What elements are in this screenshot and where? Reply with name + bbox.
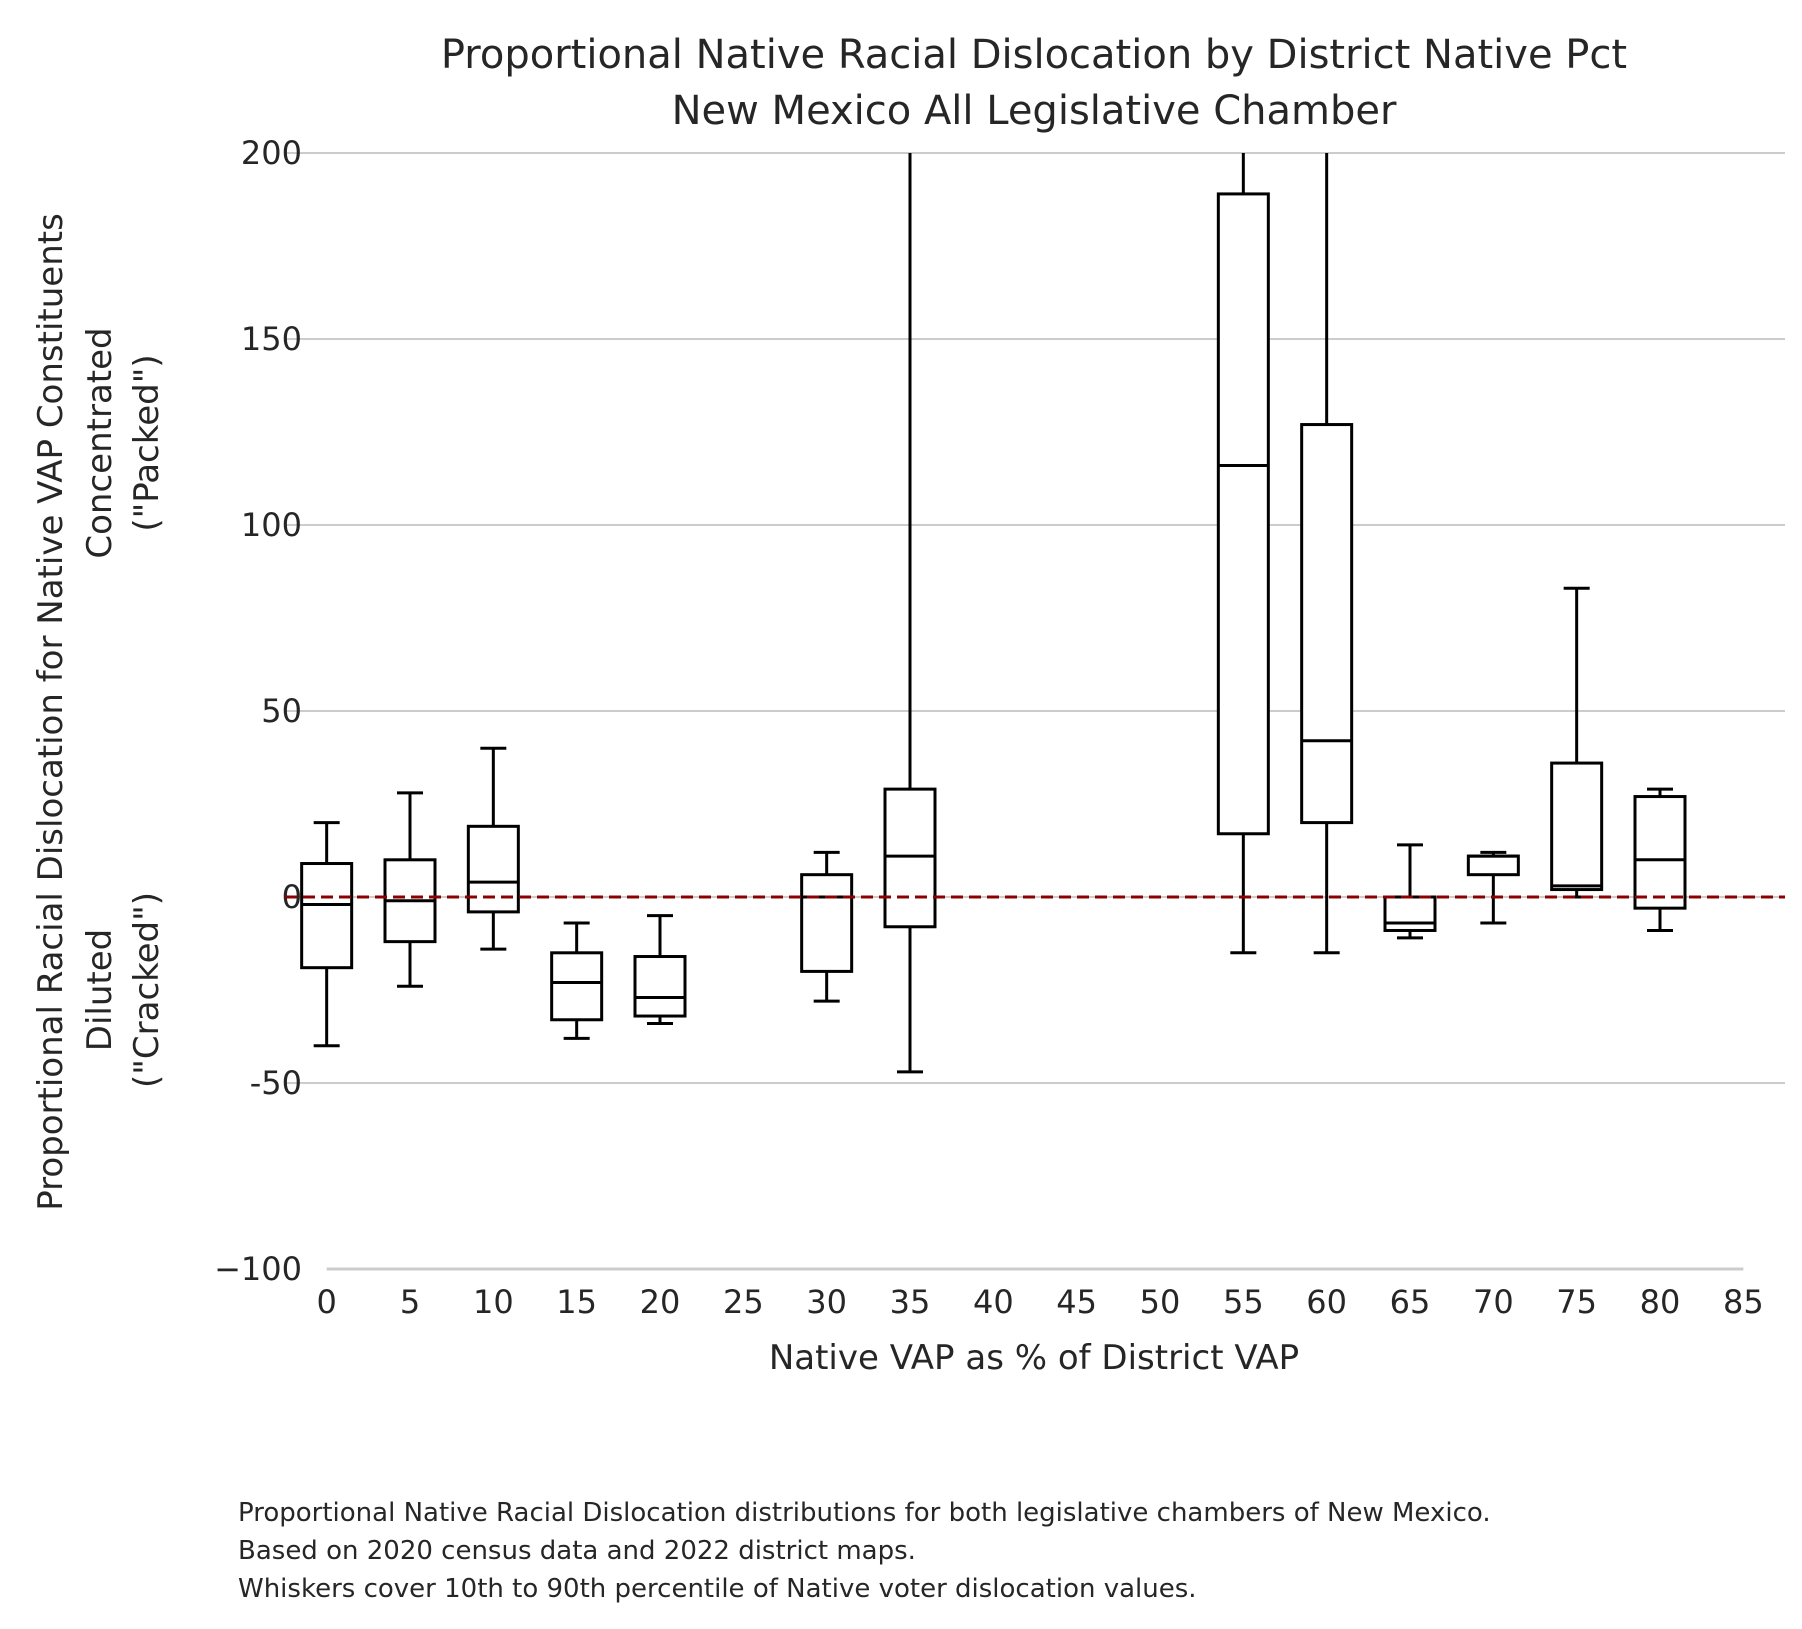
chart-title-line-2: New Mexico All Legislative Chamber	[672, 88, 1397, 134]
x-tick-label: 60	[1306, 1283, 1347, 1321]
x-tick-label: 25	[723, 1283, 764, 1321]
box-75	[1550, 586, 1604, 899]
x-axis-label: Native VAP as % of District VAP	[769, 1338, 1299, 1378]
box-20	[633, 914, 687, 1025]
x-tick-label: 65	[1390, 1283, 1431, 1321]
x-tick-label: 10	[473, 1283, 514, 1321]
y-axis-label-diluted: Diluted	[80, 929, 120, 1051]
y-tick-label: 200	[241, 134, 302, 172]
x-tick-label: 50	[1140, 1283, 1181, 1321]
y-axis-label: Proportional Racial Dislocation for Nati…	[31, 213, 167, 1211]
box-iqr	[1383, 895, 1437, 932]
x-tick-label: 0	[316, 1283, 336, 1321]
x-tick-label: 80	[1640, 1283, 1681, 1321]
box-iqr	[300, 862, 354, 970]
box-5	[383, 791, 437, 988]
y-tick-label: -50	[250, 1064, 302, 1102]
caption-line-1: Proportional Native Racial Dislocation d…	[238, 1498, 1491, 1528]
box-iqr	[466, 824, 520, 914]
x-tick-label: 20	[640, 1283, 681, 1321]
box-80	[1633, 787, 1687, 932]
x-tick-label: 40	[973, 1283, 1014, 1321]
box-0	[300, 821, 354, 1048]
y-tick-label: 150	[241, 320, 302, 358]
box-iqr	[800, 873, 854, 973]
box-30	[800, 850, 854, 1003]
y-tick-label: 50	[261, 692, 302, 730]
x-tick-label: 15	[556, 1283, 597, 1321]
box-iqr	[1466, 854, 1520, 877]
caption-line-3: Whiskers cover 10th to 90th percentile o…	[238, 1574, 1197, 1604]
box-iqr	[633, 955, 687, 1018]
box-iqr	[1633, 795, 1687, 910]
caption-line-2: Based on 2020 census data and 2022 distr…	[238, 1536, 916, 1566]
box-65	[1383, 843, 1437, 940]
box-iqr	[1216, 192, 1270, 836]
y-axis-label-concentrated: Concentrated	[80, 327, 120, 558]
box-15	[550, 921, 604, 1040]
box-70	[1466, 850, 1520, 925]
box-60	[1300, 153, 1354, 955]
box-55	[1216, 153, 1270, 955]
y-axis-label-cracked: ("Cracked")	[127, 892, 167, 1088]
chart-title-line-1: Proportional Native Racial Dislocation b…	[441, 32, 1627, 78]
box-iqr	[1300, 423, 1354, 825]
y-tick-label: 100	[241, 506, 302, 544]
box-35	[883, 153, 937, 1074]
x-tick-label: 5	[400, 1283, 420, 1321]
box-10	[466, 746, 520, 951]
x-tick-label: 75	[1556, 1283, 1597, 1321]
x-tick-label: 70	[1473, 1283, 1514, 1321]
x-tick-label: 30	[806, 1283, 847, 1321]
x-axis-ticks: 0 5 10 15 20 25 30 35 40 45 50 55 60 65 70 75 80 85	[316, 1283, 1763, 1321]
x-tick-label: 45	[1056, 1283, 1097, 1321]
box-series	[300, 153, 1687, 1074]
x-tick-label: 35	[890, 1283, 931, 1321]
chart-caption: Proportional Native Racial Dislocation d…	[238, 1494, 1491, 1608]
x-tick-label: 85	[1723, 1283, 1764, 1321]
y-tick-label: −100	[214, 1250, 302, 1288]
y-axis-label-main: Proportional Racial Dislocation for Nati…	[31, 213, 71, 1211]
box-iqr	[883, 787, 937, 929]
gridlines	[285, 152, 1785, 1084]
box-iqr	[550, 951, 604, 1022]
chart-title: Proportional Native Racial Dislocation b…	[441, 32, 1627, 134]
x-tick-label: 55	[1223, 1283, 1264, 1321]
box-iqr	[1550, 761, 1604, 892]
y-axis-label-packed: ("Packed")	[127, 354, 167, 531]
